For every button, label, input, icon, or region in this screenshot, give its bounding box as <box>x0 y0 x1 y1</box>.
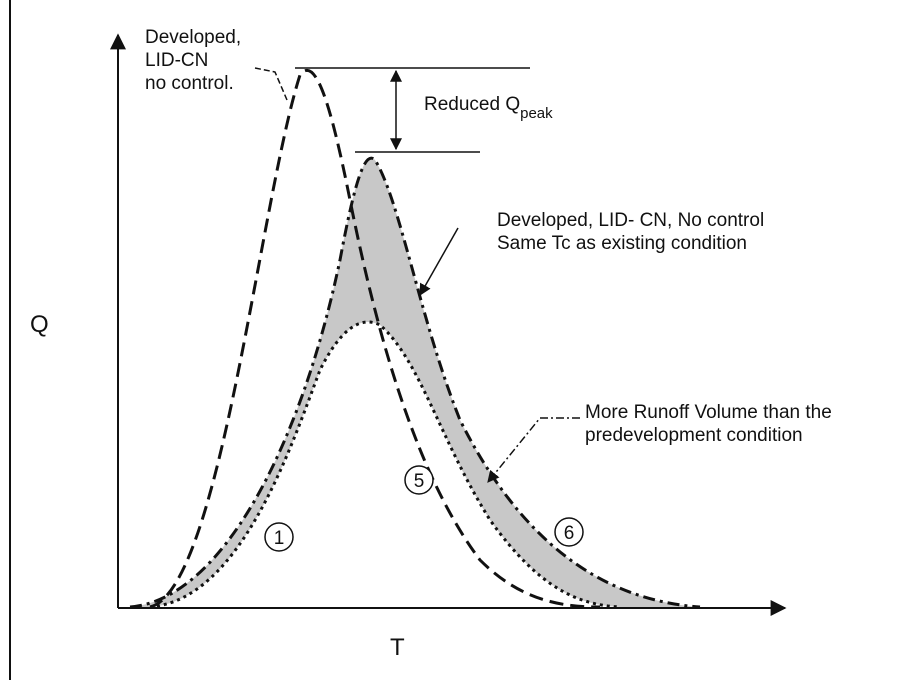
curve-label: 6 <box>564 523 575 544</box>
curve-label: 1 <box>274 528 285 549</box>
annotation: Developed, <box>145 27 241 48</box>
annotation-text: Reduced Q <box>424 94 520 115</box>
y-axis-label: Q <box>30 311 49 338</box>
annotation: predevelopment condition <box>585 425 803 446</box>
x-axis-label: T <box>390 634 405 661</box>
annotation: LID-CN <box>145 50 208 71</box>
annotation: More Runoff Volume than the <box>585 402 832 423</box>
annotation-subscript: peak <box>520 105 553 122</box>
annotation: Developed, LID- CN, No control <box>497 210 764 231</box>
curve-label: 5 <box>414 471 425 492</box>
annotation: Same Tc as existing condition <box>497 233 747 254</box>
diagram: Q T Developed, LID-CN no control. Reduce… <box>0 0 905 680</box>
annotation: no control. <box>145 73 234 94</box>
